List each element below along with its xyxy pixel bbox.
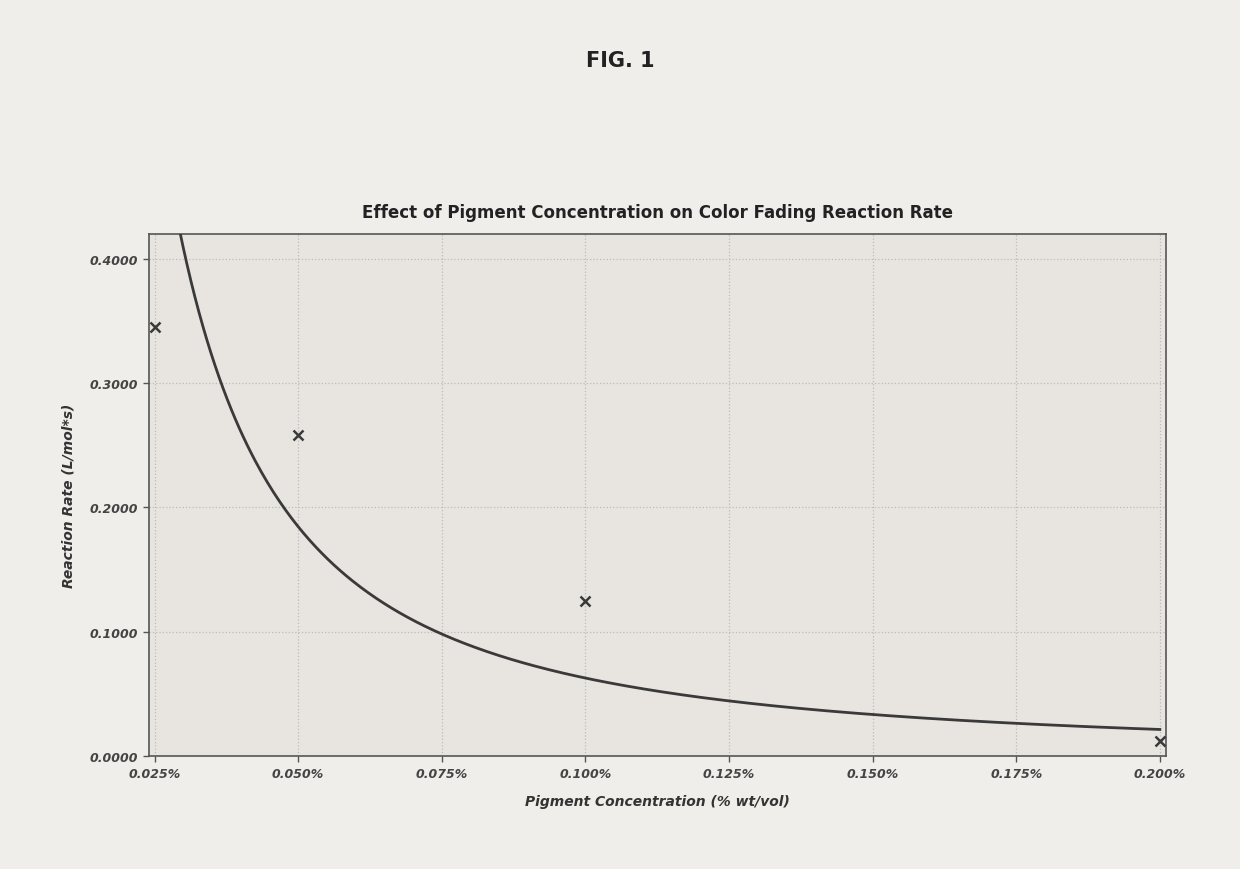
X-axis label: Pigment Concentration (% wt/vol): Pigment Concentration (% wt/vol) — [525, 794, 790, 808]
Title: Effect of Pigment Concentration on Color Fading Reaction Rate: Effect of Pigment Concentration on Color… — [362, 204, 952, 222]
Y-axis label: Reaction Rate (L/mol*s): Reaction Rate (L/mol*s) — [61, 403, 76, 587]
Text: FIG. 1: FIG. 1 — [585, 51, 655, 70]
